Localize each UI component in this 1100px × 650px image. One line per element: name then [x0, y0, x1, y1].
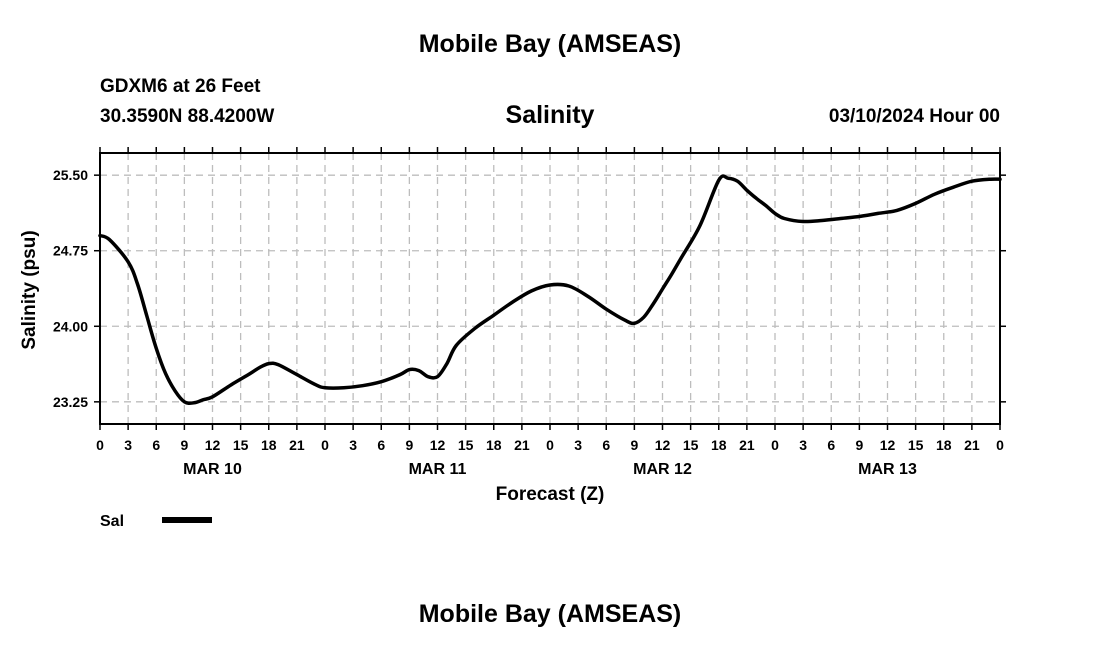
x-tick-label: 21: [289, 437, 305, 453]
x-tick-label: 15: [908, 437, 924, 453]
x-tick-label: 18: [711, 437, 727, 453]
chart-title: Salinity: [505, 101, 595, 129]
x-tick-label: 12: [880, 437, 896, 453]
day-label: MAR 11: [409, 461, 467, 478]
x-tick-label: 9: [855, 437, 863, 453]
x-tick-label: 0: [96, 437, 104, 453]
x-tick-label: 15: [458, 437, 474, 453]
station-label: GDXM6 at 26 Feet: [100, 76, 261, 97]
x-tick-label: 12: [205, 437, 221, 453]
x-tick-label: 12: [430, 437, 446, 453]
x-tick-label: 3: [124, 437, 132, 453]
x-tick-label: 0: [996, 437, 1004, 453]
x-tick-label: 9: [180, 437, 188, 453]
y-axis-ticks: 23.25 24.00 24.75 25.50: [53, 167, 1006, 410]
x-tick-label: 21: [739, 437, 755, 453]
day-label: MAR 10: [183, 461, 242, 478]
y-tick-label: 25.50: [53, 167, 88, 183]
x-axis-label: Forecast (Z): [496, 484, 605, 505]
x-tick-label: 15: [683, 437, 699, 453]
x-tick-label: 18: [936, 437, 952, 453]
x-tick-label: 21: [514, 437, 530, 453]
x-axis-day-labels: MAR 10 MAR 11 MAR 12 MAR 13: [183, 461, 917, 478]
x-tick-label: 3: [574, 437, 582, 453]
x-tick-label: 18: [261, 437, 277, 453]
x-tick-label: 3: [799, 437, 807, 453]
series-line-sal: [98, 174, 1002, 405]
page-title: Mobile Bay (AMSEAS): [418, 30, 682, 58]
x-tick-label: 18: [486, 437, 502, 453]
x-tick-label: 0: [771, 437, 779, 453]
legend: Sal: [100, 513, 212, 530]
y-tick-label: 23.25: [53, 394, 88, 410]
x-tick-label: 12: [655, 437, 671, 453]
x-axis-ticks: 0 3 6 9 12 15 18 21 0 3 6 9 12 15 18 21 0 3 6 9 12 15 18 21 0 3 6 9…: [96, 147, 1004, 453]
x-tick-label: 21: [964, 437, 980, 453]
x-tick-label: 6: [602, 437, 610, 453]
y-tick-label: 24.00: [53, 318, 88, 334]
x-tick-label: 6: [152, 437, 160, 453]
legend-label: Sal: [100, 513, 124, 530]
x-tick-label: 6: [827, 437, 835, 453]
y-tick-label: 24.75: [53, 243, 88, 259]
x-tick-label: 0: [546, 437, 554, 453]
date-label: 03/10/2024 Hour 00: [828, 106, 1000, 127]
x-tick-label: 0: [321, 437, 329, 453]
x-tick-label: 9: [630, 437, 638, 453]
x-tick-label: 9: [405, 437, 413, 453]
day-label: MAR 13: [858, 461, 917, 478]
x-tick-label: 3: [349, 437, 357, 453]
x-tick-label: 6: [377, 437, 385, 453]
coordinates-label: 30.3590N 88.4200W: [100, 106, 275, 127]
bottom-title: Mobile Bay (AMSEAS): [418, 600, 682, 628]
x-tick-label: 15: [233, 437, 249, 453]
y-axis-label: Salinity (psu): [19, 230, 40, 349]
day-label: MAR 12: [633, 461, 692, 478]
